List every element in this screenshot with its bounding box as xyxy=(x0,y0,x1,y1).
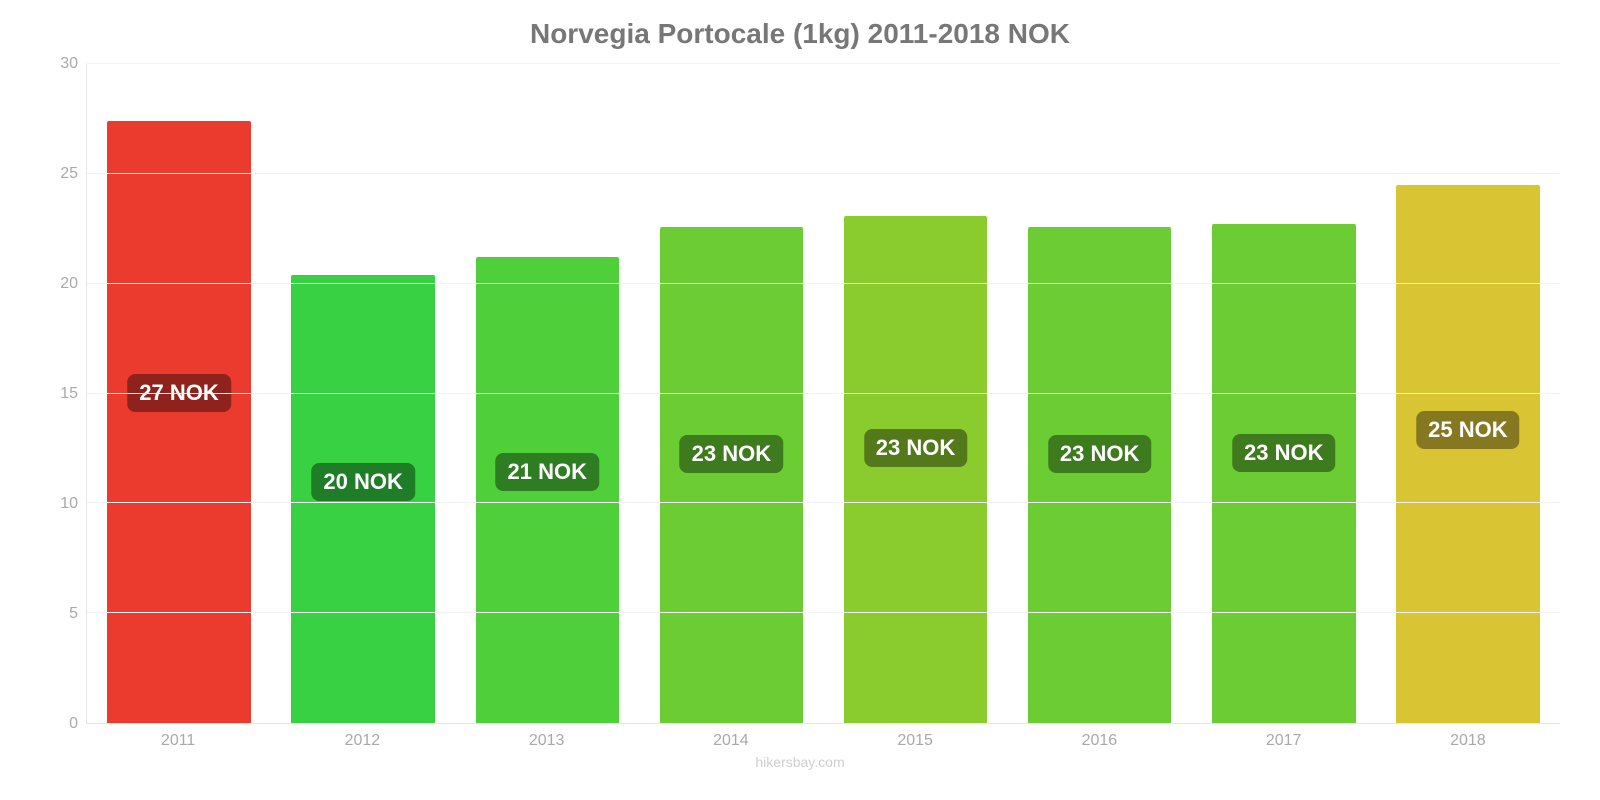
x-tick-label: 2014 xyxy=(639,724,823,750)
bar-slot: 25 NOK xyxy=(1376,64,1560,723)
bar-slot: 23 NOK xyxy=(1192,64,1376,723)
plot-row: 051015202530 27 NOK 20 NOK 21 NOK 23 NOK 23 … xyxy=(40,64,1560,724)
price-badge: 23 NOK xyxy=(1232,434,1335,472)
price-badge: 23 NOK xyxy=(680,435,783,473)
x-tick-label: 2015 xyxy=(823,724,1007,750)
grid-line xyxy=(87,502,1560,503)
bar-slot: 20 NOK xyxy=(271,64,455,723)
price-bar: 20 NOK xyxy=(291,275,435,723)
bars-layer: 27 NOK 20 NOK 21 NOK 23 NOK 23 NOK 23 NOK 23 N… xyxy=(87,64,1560,723)
y-tick-label: 10 xyxy=(32,495,78,513)
x-tick-label: 2018 xyxy=(1376,724,1560,750)
grid-line xyxy=(87,283,1560,284)
price-bar: 23 NOK xyxy=(844,216,988,723)
y-tick-label: 15 xyxy=(32,385,78,403)
price-bar: 23 NOK xyxy=(660,227,804,723)
price-bar: 23 NOK xyxy=(1212,224,1356,723)
bar-slot: 21 NOK xyxy=(455,64,639,723)
grid-line xyxy=(87,173,1560,174)
x-tick-label: 2012 xyxy=(270,724,454,750)
price-badge: 21 NOK xyxy=(496,453,599,491)
price-badge: 20 NOK xyxy=(311,463,414,501)
x-tick-label: 2013 xyxy=(455,724,639,750)
y-axis: 051015202530 xyxy=(40,64,86,724)
x-tick-label: 2016 xyxy=(1007,724,1191,750)
y-tick-label: 20 xyxy=(32,275,78,293)
y-tick-label: 30 xyxy=(32,55,78,73)
price-bar: 23 NOK xyxy=(1028,227,1172,723)
grid-line xyxy=(87,612,1560,613)
y-tick-label: 0 xyxy=(32,715,78,733)
price-bar: 27 NOK xyxy=(107,121,251,723)
bar-slot: 27 NOK xyxy=(87,64,271,723)
x-tick-label: 2011 xyxy=(86,724,270,750)
x-axis: 20112012201320142015201620172018 xyxy=(86,724,1560,750)
price-chart: Norvegia Portocale (1kg) 2011-2018 NOK 0… xyxy=(0,0,1600,800)
grid-line xyxy=(87,63,1560,64)
plot-area: 27 NOK 20 NOK 21 NOK 23 NOK 23 NOK 23 NOK 23 N… xyxy=(86,64,1560,724)
price-badge: 23 NOK xyxy=(864,429,967,467)
y-tick-label: 25 xyxy=(32,165,78,183)
attribution-text: hikersbay.com xyxy=(40,754,1560,770)
bar-slot: 23 NOK xyxy=(824,64,1008,723)
x-tick-label: 2017 xyxy=(1192,724,1376,750)
grid-line xyxy=(87,393,1560,394)
price-badge: 23 NOK xyxy=(1048,435,1151,473)
price-bar: 21 NOK xyxy=(476,257,620,723)
bar-slot: 23 NOK xyxy=(1008,64,1192,723)
price-bar: 25 NOK xyxy=(1396,185,1540,723)
price-badge: 25 NOK xyxy=(1416,411,1519,449)
bar-slot: 23 NOK xyxy=(639,64,823,723)
chart-title: Norvegia Portocale (1kg) 2011-2018 NOK xyxy=(40,18,1560,50)
y-tick-label: 5 xyxy=(32,605,78,623)
